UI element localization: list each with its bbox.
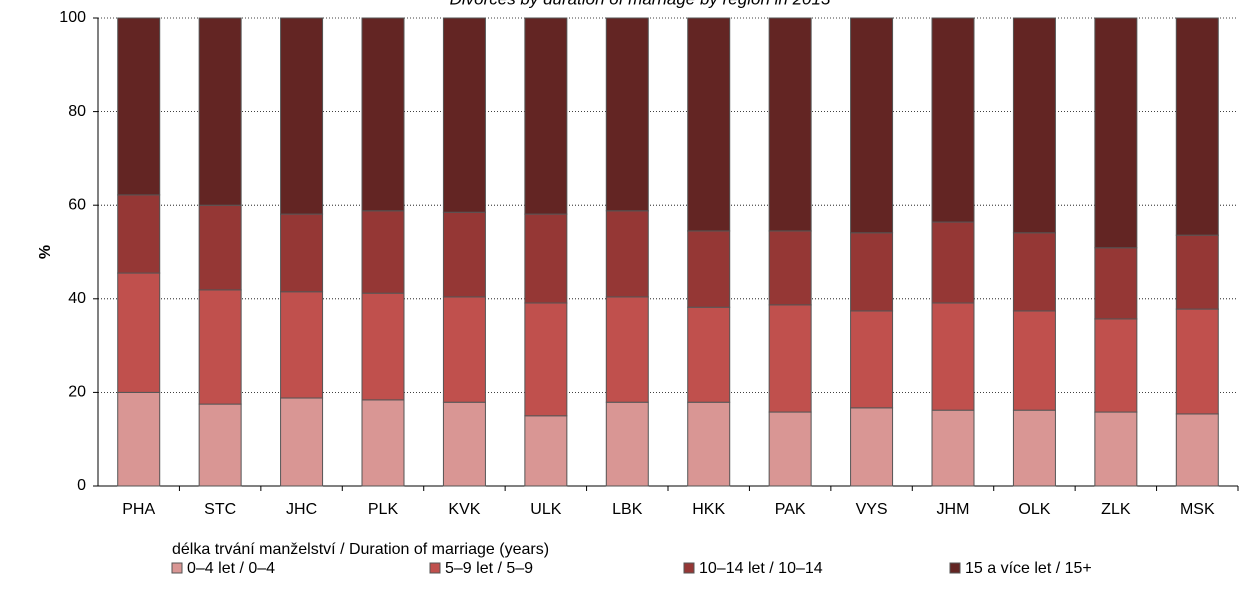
bar-segment — [931, 17, 975, 223]
bar-segment — [1012, 310, 1056, 411]
bar-segment — [850, 17, 894, 234]
x-tick-label: ULK — [530, 501, 561, 518]
x-tick-label: STC — [204, 501, 236, 518]
y-tick-label: 60 — [68, 196, 86, 213]
bar-segment — [442, 401, 486, 487]
bar-segment — [280, 213, 324, 293]
legend-label: 10–14 let / 10–14 — [699, 560, 823, 577]
bar-segment — [198, 17, 242, 206]
bar-segment — [768, 411, 812, 487]
bar-segment — [442, 296, 486, 403]
bar-segment — [198, 204, 242, 291]
bar-segment — [1175, 234, 1219, 310]
bar-segment — [1175, 308, 1219, 415]
bar-segment — [687, 17, 731, 232]
bar-segment — [1094, 17, 1138, 249]
bar-segment — [931, 409, 975, 487]
bar-segment — [117, 391, 161, 487]
y-tick-label: 20 — [68, 384, 86, 401]
y-tick-label: 80 — [68, 103, 86, 120]
x-tick-label: LBK — [612, 501, 643, 518]
chart-title: Divorces by duration of marriage by regi… — [450, 0, 831, 8]
legend-swatch — [949, 562, 961, 574]
bar-segment — [524, 415, 568, 487]
y-tick-label: 0 — [77, 477, 86, 494]
bar-segment — [768, 304, 812, 413]
x-tick-label: PHA — [122, 501, 155, 518]
x-tick-label: KVK — [448, 501, 480, 518]
bar-segment — [280, 291, 324, 399]
legend-swatch — [171, 562, 183, 574]
bar-segment — [1175, 413, 1219, 487]
bar-segment — [117, 17, 161, 196]
bar-segment — [768, 17, 812, 232]
bar-segment — [117, 272, 161, 393]
bar-segment — [1012, 17, 1056, 234]
bar-segment — [1094, 247, 1138, 320]
y-tick-label: 100 — [59, 9, 86, 26]
bar-segment — [280, 17, 324, 215]
bar-segment — [931, 302, 975, 411]
legend-title: délka trvání manželství / Duration of ma… — [172, 541, 549, 558]
x-tick-label: PLK — [368, 501, 399, 518]
y-tick-label: 40 — [68, 290, 86, 307]
bar-segment — [931, 221, 975, 304]
bar-segment — [1094, 318, 1138, 413]
bar-segment — [605, 17, 649, 212]
bar-segment — [442, 211, 486, 298]
bar-segment — [850, 407, 894, 487]
bar-segment — [524, 17, 568, 215]
bar-segment — [1012, 232, 1056, 312]
bar-segment — [198, 289, 242, 405]
legend-swatch — [429, 562, 441, 574]
bar-segment — [361, 399, 405, 487]
bar-segment — [850, 310, 894, 409]
bar-segment — [687, 306, 731, 403]
bar-segment — [850, 232, 894, 312]
bar-segment — [361, 292, 405, 401]
legend-label: 5–9 let / 5–9 — [445, 560, 533, 577]
x-tick-label: HKK — [692, 501, 725, 518]
bar-segment — [687, 230, 731, 308]
x-tick-label: VYS — [856, 501, 888, 518]
bar-segment — [442, 17, 486, 213]
bar-segment — [605, 401, 649, 487]
bar-segment — [605, 296, 649, 403]
x-tick-label: OLK — [1018, 501, 1050, 518]
y-axis-label: % — [37, 245, 54, 259]
legend-label: 0–4 let / 0–4 — [187, 560, 275, 577]
bar-segment — [524, 302, 568, 417]
bar-segment — [768, 230, 812, 306]
bar-segment — [198, 403, 242, 487]
x-tick-label: ZLK — [1101, 501, 1131, 518]
bar-segment — [361, 17, 405, 212]
legend-swatch — [683, 562, 695, 574]
legend-label: 15 a více let / 15+ — [965, 560, 1092, 577]
bar-segment — [280, 397, 324, 487]
bar-segment — [687, 401, 731, 487]
bar-segment — [605, 210, 649, 298]
bar-segment — [1094, 411, 1138, 487]
bar-segment — [117, 194, 161, 274]
x-tick-label: JHM — [937, 501, 970, 518]
x-tick-label: PAK — [775, 501, 806, 518]
bar-segment — [524, 213, 568, 304]
x-tick-label: JHC — [286, 501, 317, 518]
x-tick-label: MSK — [1180, 501, 1215, 518]
bar-segment — [361, 210, 405, 294]
bar-segment — [1175, 17, 1219, 236]
bar-segment — [1012, 409, 1056, 487]
